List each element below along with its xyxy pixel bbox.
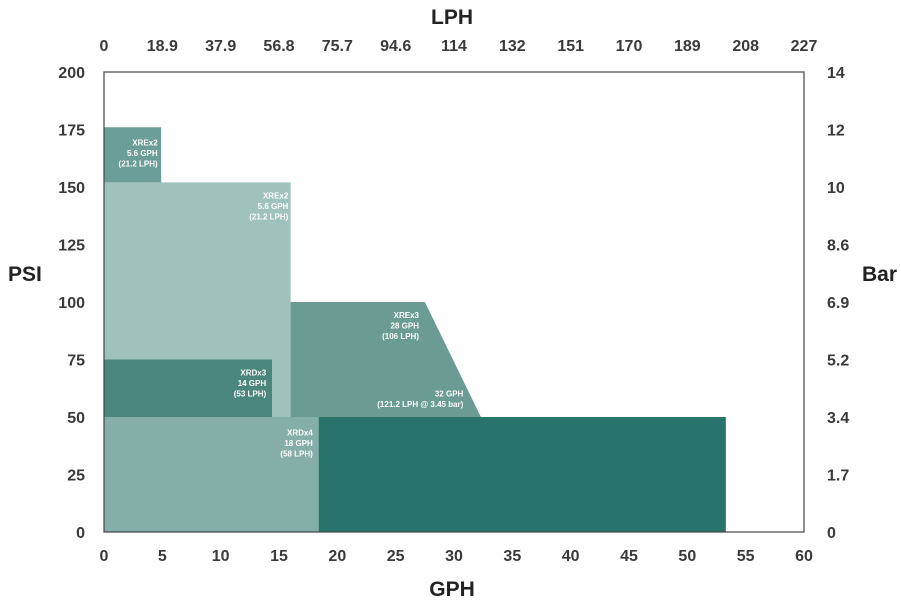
x-tick-label: 50 bbox=[678, 548, 696, 565]
y2-tick-label: 1.7 bbox=[827, 468, 849, 485]
y2-tick-label: 8.6 bbox=[827, 238, 849, 255]
x2-tick-label: 56.8 bbox=[263, 38, 294, 55]
x-tick-label: 30 bbox=[445, 548, 463, 565]
x2-tick-label: 189 bbox=[674, 38, 701, 55]
x-tick-label: 55 bbox=[737, 548, 755, 565]
y-tick-label: 200 bbox=[58, 65, 85, 82]
x2-tick-label: 170 bbox=[616, 38, 643, 55]
x-tick-label: 5 bbox=[158, 548, 167, 565]
x2-tick-label: 227 bbox=[791, 38, 818, 55]
y-tick-label: 0 bbox=[76, 525, 85, 542]
x-tick-label: 40 bbox=[562, 548, 580, 565]
y-tick-label: 75 bbox=[67, 353, 85, 370]
x-tick-label: 60 bbox=[795, 548, 813, 565]
y2-tick-label: 5.2 bbox=[827, 353, 849, 370]
x-tick-label: 35 bbox=[503, 548, 521, 565]
y2-axis-title: Bar bbox=[862, 263, 897, 286]
flow-region-6 bbox=[319, 417, 726, 532]
x2-tick-label: 94.6 bbox=[380, 38, 411, 55]
y-tick-label: 125 bbox=[58, 238, 85, 255]
y2-tick-label: 3.4 bbox=[827, 410, 849, 427]
y-tick-label: 100 bbox=[58, 295, 85, 312]
y-tick-label: 25 bbox=[67, 468, 85, 485]
y-axis-title: PSI bbox=[8, 263, 42, 286]
x2-tick-label: 37.9 bbox=[205, 38, 236, 55]
y2-tick-label: 14 bbox=[827, 65, 845, 82]
x2-tick-label: 208 bbox=[732, 38, 759, 55]
x2-tick-label: 75.7 bbox=[322, 38, 353, 55]
y2-tick-label: 12 bbox=[827, 123, 845, 140]
x-axis-title: GPH bbox=[429, 578, 475, 600]
x2-tick-label: 151 bbox=[557, 38, 584, 55]
x2-tick-label: 18.9 bbox=[147, 38, 178, 55]
y-tick-label: 150 bbox=[58, 180, 85, 197]
x-tick-label: 15 bbox=[270, 548, 288, 565]
x2-axis-title: LPH bbox=[431, 6, 473, 29]
x-tick-label: 25 bbox=[387, 548, 405, 565]
y2-tick-label: 0 bbox=[827, 525, 836, 542]
x-tick-label: 10 bbox=[212, 548, 230, 565]
x-tick-label: 0 bbox=[100, 548, 109, 565]
x-tick-label: 45 bbox=[620, 548, 638, 565]
x2-tick-label: 132 bbox=[499, 38, 526, 55]
x2-tick-label: 114 bbox=[441, 38, 467, 55]
x2-tick-label: 0 bbox=[100, 38, 109, 55]
y2-tick-label: 6.9 bbox=[827, 295, 849, 312]
y-tick-label: 50 bbox=[67, 410, 85, 427]
y-tick-label: 175 bbox=[58, 123, 85, 140]
y2-tick-label: 10 bbox=[827, 180, 845, 197]
x-tick-label: 20 bbox=[328, 548, 346, 565]
